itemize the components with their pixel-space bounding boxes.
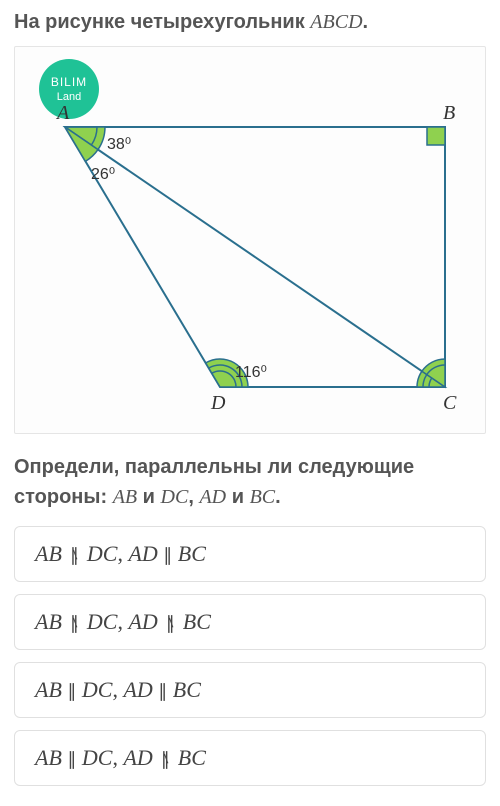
opt-p1b: DC — [82, 677, 113, 702]
q-pair1b: DC — [161, 486, 189, 508]
opt-sep: , — [117, 541, 128, 566]
diagonal-ac — [65, 127, 445, 387]
opt-p2b: BC — [183, 609, 211, 634]
opt-p1b: DC — [82, 745, 113, 770]
not-parallel-symbol: ∥ — [163, 613, 177, 634]
logo-line1: BILIM — [51, 75, 87, 89]
question-line1: Определи, параллельны ли следующие — [14, 456, 414, 478]
label-26: 26⁰ — [91, 166, 115, 183]
answer-option-2[interactable]: AB ∥ DC, AD ∥ BC — [14, 594, 486, 650]
q-sep: , — [188, 486, 199, 508]
q-pair1a: AB — [113, 486, 137, 508]
opt-p2a: AD — [123, 745, 152, 770]
opt-sep: , — [112, 677, 123, 702]
q-end: . — [275, 486, 281, 508]
figure-card: BILIM Land — [14, 46, 486, 434]
prompt-text: На рисунке четырехугольник ABCD. — [14, 8, 486, 36]
label-38: 38⁰ — [107, 136, 131, 153]
q-and1: и — [137, 486, 160, 508]
quiz-container: На рисунке четырехугольник ABCD. BILIM L… — [0, 0, 500, 806]
answer-option-1[interactable]: AB ∥ DC, AD ∥ BC — [14, 526, 486, 582]
q-and2: и — [226, 486, 249, 508]
question-text: Определи, параллельны ли следующие сторо… — [14, 452, 486, 512]
opt-p2a: AD — [128, 541, 157, 566]
prompt-shape: ABCD — [310, 11, 362, 33]
label-d: D — [210, 392, 226, 414]
geometry-figure: BILIM Land — [25, 57, 475, 417]
opt-p1a: AB — [35, 541, 62, 566]
parallel-symbol: ∥ — [163, 545, 172, 565]
question-line2-prefix: стороны: — [14, 486, 113, 508]
opt-sep: , — [117, 609, 128, 634]
opt-p2a: AD — [128, 609, 157, 634]
label-116: 116⁰ — [235, 364, 267, 381]
not-parallel-symbol: ∥ — [67, 613, 81, 634]
label-c: C — [443, 392, 457, 414]
prompt-suffix: . — [363, 11, 369, 33]
opt-p2b: BC — [173, 677, 201, 702]
not-parallel-symbol: ∥ — [158, 749, 172, 770]
opt-sep: , — [112, 745, 123, 770]
parallel-symbol: ∥ — [158, 681, 167, 701]
opt-p1b: DC — [87, 609, 118, 634]
q-pair2a: AD — [199, 486, 226, 508]
not-parallel-symbol: ∥ — [67, 545, 81, 566]
parallel-symbol: ∥ — [67, 681, 76, 701]
opt-p2b: BC — [178, 745, 206, 770]
q-pair2b: BC — [250, 486, 276, 508]
opt-p1b: DC — [87, 541, 118, 566]
angle-b-right — [427, 127, 445, 145]
opt-p1a: AB — [35, 745, 62, 770]
answers-list: AB ∥ DC, AD ∥ BCAB ∥ DC, AD ∥ BCAB ∥ DC,… — [14, 526, 486, 786]
opt-p2b: BC — [178, 541, 206, 566]
opt-p1a: AB — [35, 609, 62, 634]
answer-option-4[interactable]: AB ∥ DC, AD ∥ BC — [14, 730, 486, 786]
opt-p2a: AD — [123, 677, 152, 702]
answer-option-3[interactable]: AB ∥ DC, AD ∥ BC — [14, 662, 486, 718]
parallel-symbol: ∥ — [67, 749, 76, 769]
prompt-prefix: На рисунке четырехугольник — [14, 11, 310, 33]
opt-p1a: AB — [35, 677, 62, 702]
label-b: B — [443, 102, 455, 124]
figure-inner: BILIM Land — [25, 57, 475, 417]
label-a: A — [55, 102, 70, 124]
